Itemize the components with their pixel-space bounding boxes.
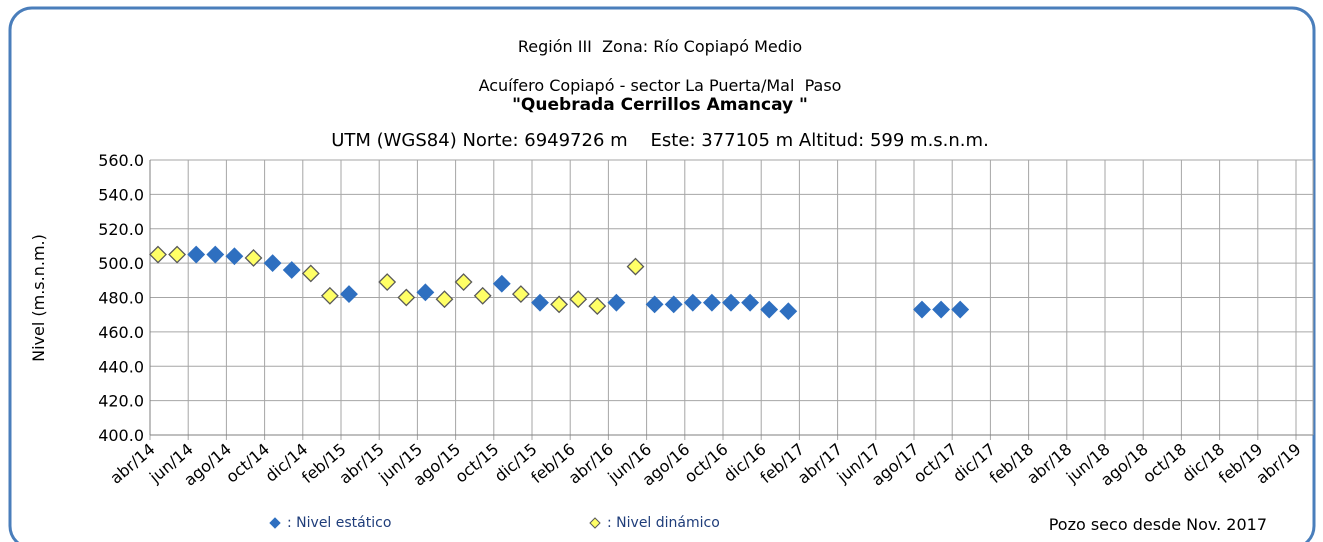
point xyxy=(588,297,607,316)
point xyxy=(473,286,492,305)
point xyxy=(913,300,931,319)
legend-label: : Nivel estático xyxy=(287,515,391,531)
point xyxy=(951,300,970,319)
y-tick-label: 400.0 xyxy=(98,426,144,445)
location: UTM (WGS84) Norte: 6949726 m Este: 37710… xyxy=(331,130,989,151)
y-tick-label: 520.0 xyxy=(98,220,144,239)
point xyxy=(282,261,301,279)
point xyxy=(320,286,339,305)
point xyxy=(550,295,569,314)
point xyxy=(416,283,435,302)
point xyxy=(932,300,951,319)
y-tick-label: 500.0 xyxy=(98,254,144,273)
legend-label: : Nivel dinámico xyxy=(607,515,720,531)
y-tick-label: 560.0 xyxy=(98,151,144,170)
point xyxy=(168,245,187,264)
point xyxy=(244,249,263,267)
point xyxy=(301,264,320,283)
well-name: "Quebrada Cerrillos Amancay " xyxy=(512,95,808,115)
legend-marker xyxy=(269,517,281,529)
point xyxy=(492,274,511,293)
point xyxy=(206,245,225,264)
point xyxy=(683,293,702,312)
chart-title: Región III Zona: Río Copiapó Medio xyxy=(518,37,802,56)
point xyxy=(645,295,664,314)
point xyxy=(607,293,626,312)
y-tick-label: 420.0 xyxy=(98,392,144,411)
point xyxy=(569,290,588,309)
legend-marker xyxy=(589,517,601,529)
y-tick-label: 460.0 xyxy=(98,323,144,342)
point xyxy=(397,288,416,307)
point xyxy=(378,273,397,291)
point xyxy=(626,257,645,276)
point xyxy=(187,245,206,264)
point xyxy=(225,247,244,266)
point xyxy=(511,285,530,303)
point xyxy=(741,293,760,312)
y-axis-label: Nivel (m.s.n.m.) xyxy=(29,234,48,362)
chart-subtitle: Acuífero Copiapó - sector La Puerta/Mal … xyxy=(479,76,842,95)
point xyxy=(435,290,454,309)
y-tick-label: 440.0 xyxy=(98,357,144,376)
frame xyxy=(8,6,1316,542)
point xyxy=(149,245,167,264)
point xyxy=(779,302,798,321)
annotation: Pozo seco desde Nov. 2017 xyxy=(1049,515,1267,534)
point xyxy=(340,285,358,303)
point xyxy=(263,254,282,273)
point xyxy=(722,293,740,312)
point xyxy=(454,273,473,291)
point xyxy=(760,300,779,319)
point xyxy=(702,293,721,312)
point xyxy=(531,293,549,312)
y-tick-label: 480.0 xyxy=(98,289,144,308)
y-tick-label: 540.0 xyxy=(98,185,144,204)
point xyxy=(664,295,683,314)
